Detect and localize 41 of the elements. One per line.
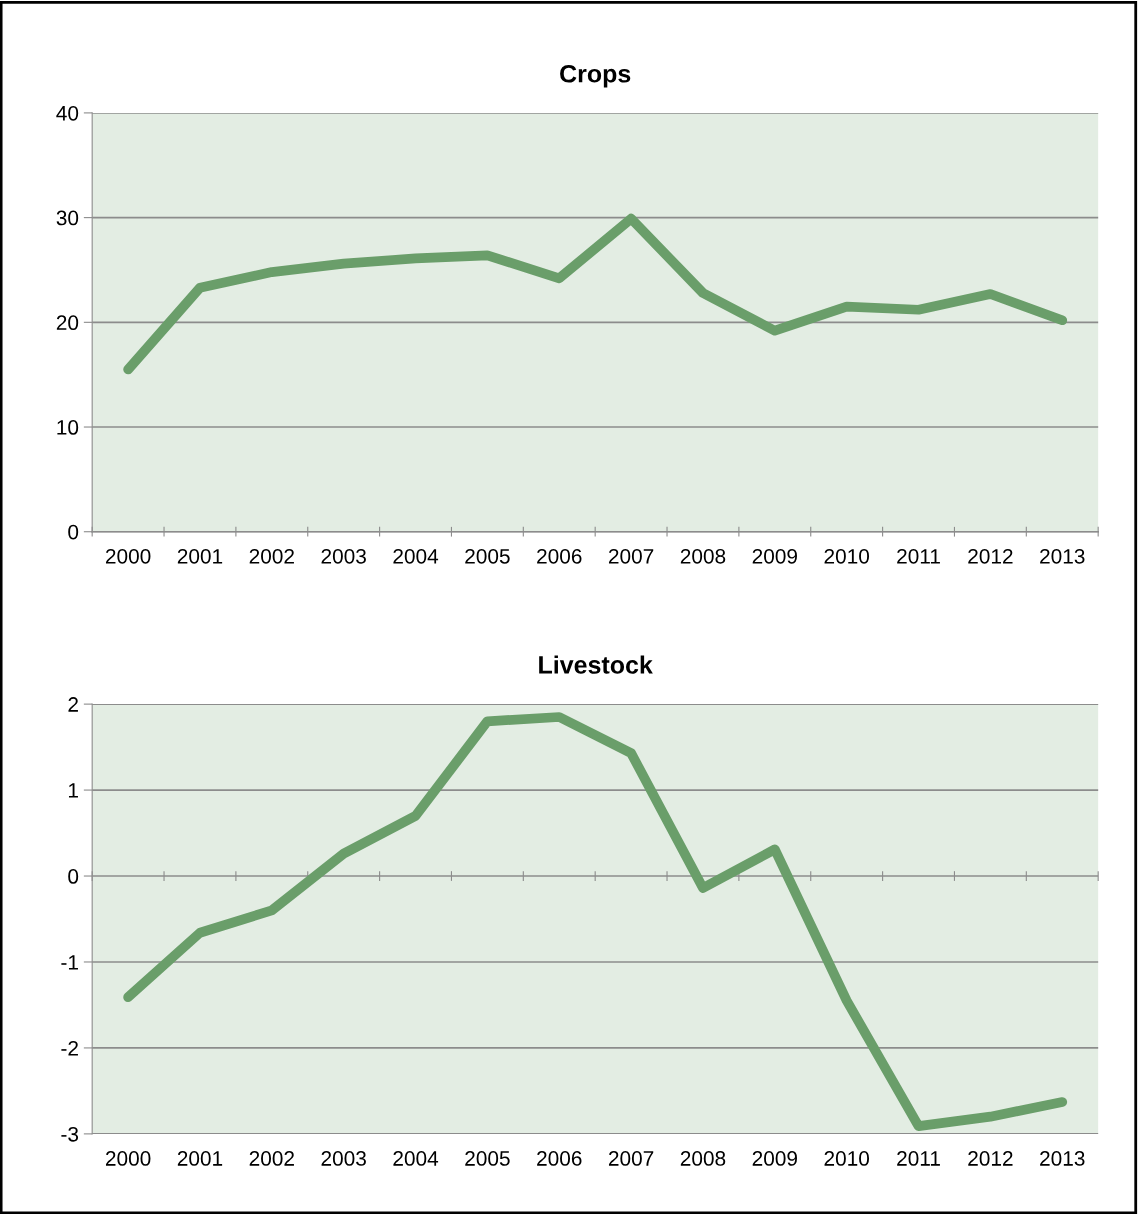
x-tick-label: 2001: [177, 1151, 223, 1166]
y-tick-label: 20: [56, 315, 79, 331]
x-tick-label: 2003: [321, 1151, 366, 1166]
x-tick-label: 2002: [249, 548, 294, 564]
y-tick-label: 40: [56, 105, 79, 121]
x-tick-label: 2003: [321, 548, 366, 564]
x-tick-label: 2002: [249, 1151, 294, 1166]
x-tick-label: 2009: [752, 1151, 797, 1166]
x-tick-label: 2000: [105, 1151, 151, 1166]
x-tick-label: 2006: [537, 548, 582, 564]
x-tick-label: 2012: [968, 548, 1013, 564]
x-tick-label: 2007: [608, 548, 654, 564]
x-tick-label: 2008: [680, 1151, 726, 1166]
x-tick-label: 2007: [608, 1151, 654, 1166]
x-tick-label: 2013: [1040, 548, 1085, 564]
y-tick-label: -2: [61, 1040, 78, 1056]
x-tick-label: 2005: [465, 548, 510, 564]
x-tick-label: 2008: [680, 548, 726, 564]
y-tick-label: -3: [61, 1126, 79, 1142]
x-tick-label: 2012: [968, 1151, 1013, 1166]
x-tick-label: 2005: [465, 1151, 510, 1166]
y-tick-label: 1: [68, 783, 78, 798]
y-tick-label: 0: [68, 869, 79, 884]
x-tick-label: 2006: [537, 1151, 582, 1166]
x-tick-label: 2009: [752, 548, 797, 564]
x-tick-label: 2010: [824, 548, 870, 564]
chart-title: Crops: [560, 64, 631, 88]
x-tick-label: 2013: [1040, 1151, 1085, 1166]
x-tick-label: 2004: [393, 548, 439, 564]
y-tick-label: 10: [57, 420, 79, 435]
x-tick-label: 2011: [897, 548, 940, 564]
y-tick-label: 30: [56, 210, 79, 226]
x-tick-label: 2001: [177, 548, 223, 564]
x-tick-label: 2011: [897, 1151, 940, 1166]
y-tick-label: 2: [68, 697, 78, 712]
x-tick-label: 2010: [824, 1151, 870, 1166]
chart-title: Livestock: [539, 655, 653, 674]
y-tick-label: -1: [61, 955, 78, 970]
x-tick-label: 2004: [393, 1151, 439, 1166]
y-tick-label: 0: [68, 524, 79, 540]
x-tick-label: 2000: [105, 548, 151, 564]
